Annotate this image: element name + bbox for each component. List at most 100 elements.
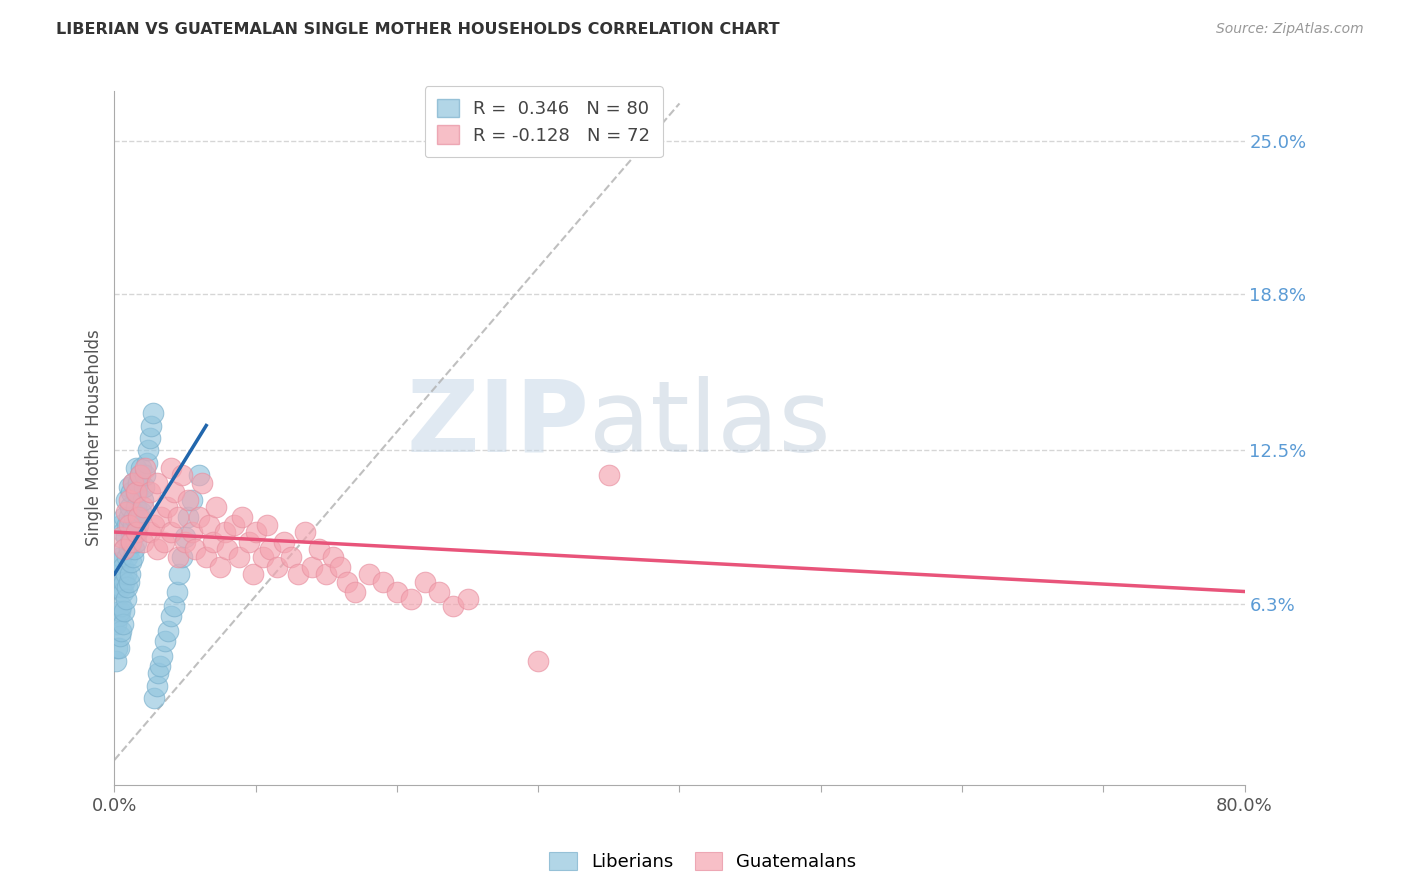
Point: [127, 510, 149, 524]
Point: [357, 567, 380, 582]
Point: [142, 406, 165, 420]
Point: [294, 524, 316, 539]
Point: [104, 654, 127, 668]
Point: [152, 648, 174, 663]
Point: [117, 510, 139, 524]
Point: [322, 549, 344, 564]
Point: [131, 500, 153, 515]
Point: [108, 629, 131, 643]
Point: [149, 658, 172, 673]
Point: [118, 567, 141, 582]
Point: [181, 524, 204, 539]
Point: [117, 542, 139, 557]
Point: [228, 549, 250, 564]
Point: [117, 574, 139, 589]
Point: [146, 679, 169, 693]
Point: [184, 542, 207, 557]
Point: [132, 480, 155, 494]
Point: [110, 530, 132, 544]
Point: [117, 517, 139, 532]
Point: [117, 492, 139, 507]
Point: [124, 535, 146, 549]
Point: [115, 580, 138, 594]
Point: [259, 542, 281, 557]
Point: [598, 468, 620, 483]
Point: [111, 584, 134, 599]
Point: [128, 468, 150, 483]
Point: [107, 609, 129, 624]
Point: [114, 492, 136, 507]
Point: [112, 510, 135, 524]
Point: [121, 475, 143, 490]
Point: [245, 524, 267, 539]
Point: [138, 524, 160, 539]
Point: [124, 485, 146, 500]
Point: [136, 443, 159, 458]
Point: [110, 599, 132, 614]
Point: [336, 574, 359, 589]
Point: [217, 542, 239, 557]
Point: [114, 530, 136, 544]
Point: [128, 510, 150, 524]
Point: [125, 524, 148, 539]
Point: [191, 475, 214, 490]
Point: [308, 542, 330, 557]
Point: [134, 460, 156, 475]
Point: [138, 431, 160, 445]
Point: [120, 535, 142, 549]
Point: [527, 654, 550, 668]
Point: [105, 641, 128, 656]
Point: [301, 559, 323, 574]
Point: [129, 505, 152, 519]
Point: [105, 580, 128, 594]
Point: [111, 559, 134, 574]
Y-axis label: Single Mother Households: Single Mother Households: [86, 329, 103, 546]
Point: [273, 535, 295, 549]
Point: [457, 591, 479, 606]
Point: [112, 542, 135, 557]
Point: [172, 468, 194, 483]
Point: [108, 555, 131, 569]
Point: [143, 517, 166, 532]
Point: [157, 624, 180, 639]
Point: [117, 480, 139, 494]
Text: Source: ZipAtlas.com: Source: ZipAtlas.com: [1216, 22, 1364, 37]
Point: [177, 492, 200, 507]
Point: [110, 580, 132, 594]
Point: [256, 517, 278, 532]
Text: atlas: atlas: [589, 376, 831, 473]
Point: [114, 505, 136, 519]
Point: [122, 510, 145, 524]
Point: [115, 517, 138, 532]
Point: [107, 641, 129, 656]
Legend: Liberians, Guatemalans: Liberians, Guatemalans: [543, 845, 863, 879]
Legend: R =  0.346   N = 80, R = -0.128   N = 72: R = 0.346 N = 80, R = -0.128 N = 72: [425, 87, 664, 157]
Point: [287, 567, 309, 582]
Point: [315, 567, 337, 582]
Point: [252, 549, 274, 564]
Point: [169, 567, 191, 582]
Point: [124, 460, 146, 475]
Point: [112, 604, 135, 618]
Point: [122, 542, 145, 557]
Point: [124, 524, 146, 539]
Point: [138, 485, 160, 500]
Point: [172, 549, 194, 564]
Point: [131, 492, 153, 507]
Point: [163, 485, 186, 500]
Point: [198, 517, 221, 532]
Point: [120, 485, 142, 500]
Point: [150, 510, 173, 524]
Point: [188, 510, 211, 524]
Point: [110, 549, 132, 564]
Point: [104, 616, 127, 631]
Point: [238, 535, 260, 549]
Point: [120, 555, 142, 569]
Point: [125, 485, 148, 500]
Point: [205, 500, 228, 515]
Point: [188, 468, 211, 483]
Point: [160, 609, 183, 624]
Point: [120, 524, 142, 539]
Point: [111, 616, 134, 631]
Point: [131, 535, 153, 549]
